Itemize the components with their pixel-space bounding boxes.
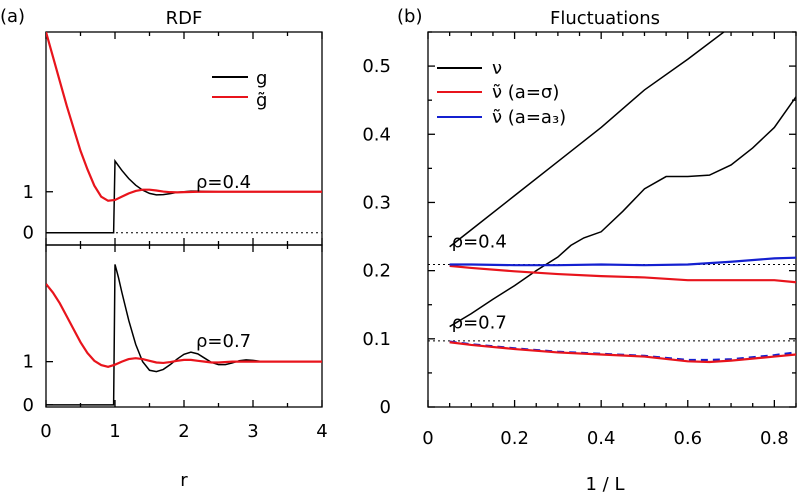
panel-a-title: RDF [166,8,203,29]
subplot-frame [45,244,323,408]
y-tick-label: 0.1 [362,329,391,350]
y-tick-label: 0.4 [362,124,391,145]
subplot-frame [45,31,323,246]
panel-b-label: (b) [397,6,422,27]
y-tick-label: 1 [23,352,34,373]
x-tick-label: 3 [247,421,258,442]
panel-a-label: (a) [0,6,25,27]
y-tick-label: 0 [23,223,34,244]
x-tick-label: 0.8 [760,428,789,449]
x-tick-label: 0 [422,428,433,449]
rdf-legend: g g̃ [212,68,267,111]
series-line [449,96,796,328]
rdf-top-subplot: 01 [23,31,323,246]
fluct-annotation-rho04: ρ=0.4 [452,231,507,252]
series-line [449,256,796,267]
x-tick-label: 2 [178,421,189,442]
series-line-g-tilde [46,32,322,202]
x-tick-label: 4 [316,421,327,442]
x-tick-label: 1 [109,421,120,442]
legend-label-nu-tilde-sigma: ν̃ (a=σ) [492,82,559,103]
y-tick-label: 0 [380,397,391,418]
rdf-bottom-annotation: ρ=0.7 [196,331,251,352]
x-tick-label: 0.4 [587,428,616,449]
series-line-g [46,264,322,406]
rdf-bottom-subplot: 0 1 0 1 2 3 4 [23,244,328,442]
y-tick-label: 0.3 [362,192,391,213]
x-tick-label: 0.6 [673,428,702,449]
legend-label-nu: ν [492,58,502,79]
fluctuations-plot: 0 0.1 0.2 0.3 0.4 0.5 0 0.2 0.4 0.6 0.8 [362,31,797,449]
rdf-top-annotation: ρ=0.4 [196,172,251,193]
series-line-g-tilde [46,283,322,368]
y-tick-label: 0.5 [362,56,391,77]
plot-frame [427,31,797,408]
y-tick-label: 0 [23,395,34,416]
series-line [449,340,796,362]
y-tick-label: 1 [23,182,34,203]
legend-label-g: g [256,68,267,89]
panel-b-title: Fluctuations [550,8,660,29]
legend-label-g-tilde: g̃ [256,90,267,111]
x-tick-label: 0.2 [500,428,529,449]
x-tick-label: 0 [40,421,51,442]
legend-label-nu-tilde-a3: ν̃ (a=a₃) [492,107,566,128]
series-line [449,264,796,284]
series-line [449,341,796,364]
panel-a-xlabel: r [180,470,188,491]
y-tick-label: 0.2 [362,261,391,282]
series-line [449,32,726,248]
fluct-annotation-rho07: ρ=0.7 [452,313,507,334]
panel-b-xlabel: 1 / L [586,474,625,495]
fluctuations-legend: ν ν̃ (a=σ) ν̃ (a=a₃) [437,58,566,128]
